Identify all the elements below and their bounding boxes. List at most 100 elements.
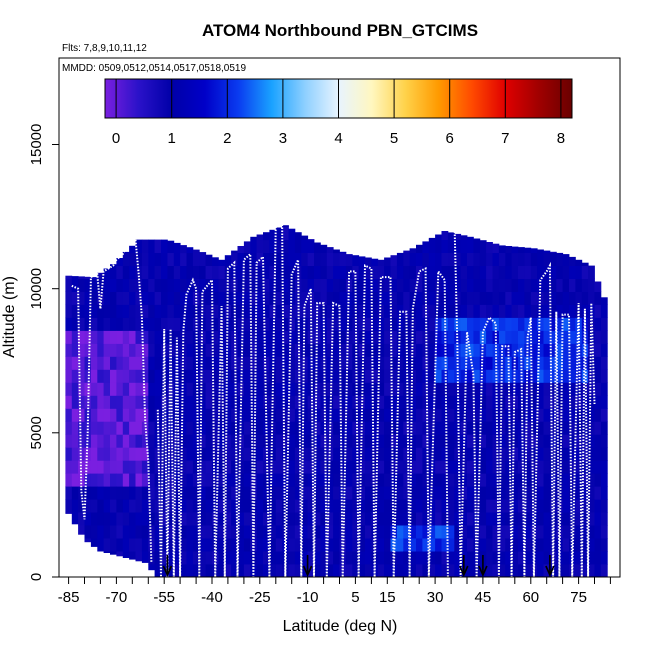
heatmap-cell <box>231 382 238 396</box>
heatmap-cell <box>320 291 328 305</box>
heatmap-cell <box>212 421 219 435</box>
heatmap-cell <box>218 434 226 448</box>
heatmap-cell <box>467 236 474 241</box>
heatmap-cell <box>435 473 442 487</box>
heatmap-cell <box>294 512 302 526</box>
heatmap-cell <box>562 499 570 513</box>
heatmap-cell <box>600 408 608 422</box>
heatmap-cell <box>243 382 251 396</box>
heatmap-cell <box>416 486 423 500</box>
heatmap-cell <box>524 564 532 578</box>
heatmap-cell <box>326 247 334 253</box>
heatmap-cell <box>581 369 589 383</box>
heatmap-cell <box>556 265 564 279</box>
heatmap-cell <box>403 525 411 539</box>
heatmap-cell <box>256 330 264 344</box>
heatmap-cell <box>371 486 379 500</box>
heatmap-cell <box>116 330 124 344</box>
heatmap-cell <box>549 447 557 461</box>
heatmap-cell <box>447 460 455 474</box>
heatmap-cell <box>116 499 124 513</box>
heatmap-cell <box>192 486 200 500</box>
heatmap-cell <box>549 551 557 565</box>
heatmap-cell <box>141 551 149 563</box>
heatmap-cell <box>65 291 73 305</box>
heatmap-cell <box>294 525 302 539</box>
heatmap-cell <box>479 421 487 435</box>
heatmap-cell <box>301 382 309 396</box>
heatmap-cell <box>492 512 500 526</box>
heatmap-cell <box>371 434 379 448</box>
heatmap-cell <box>345 538 353 552</box>
heatmap-cell <box>243 395 251 409</box>
heatmap-cell <box>460 499 468 513</box>
heatmap-cell <box>530 447 538 461</box>
colorbar-tick-label: 0 <box>112 130 120 147</box>
heatmap-cell <box>161 538 168 552</box>
heatmap-cell <box>454 551 462 565</box>
heatmap-cell <box>524 460 532 474</box>
heatmap-cell <box>301 564 309 578</box>
heatmap-cell <box>161 278 168 292</box>
heatmap-cell <box>110 499 117 513</box>
heatmap-cell <box>537 369 544 383</box>
heatmap-cell <box>575 538 583 552</box>
heatmap-cell <box>339 525 347 539</box>
heatmap-cell <box>97 317 105 331</box>
heatmap-cell <box>199 434 207 448</box>
heatmap-cell <box>396 408 404 422</box>
heatmap-cell <box>569 434 576 448</box>
heatmap-cell <box>460 434 468 448</box>
heatmap-cell <box>141 278 149 292</box>
heatmap-cell <box>173 473 181 487</box>
heatmap-cell <box>600 525 608 539</box>
heatmap-cell <box>243 356 251 370</box>
heatmap-cell <box>320 369 328 383</box>
heatmap-cell <box>365 473 372 487</box>
heatmap-cell <box>428 369 436 383</box>
heatmap-cell <box>454 252 462 266</box>
heatmap-cell <box>345 499 353 513</box>
heatmap-cell <box>141 382 149 396</box>
heatmap-cell <box>65 447 73 461</box>
heatmap-cell <box>339 408 347 422</box>
heatmap-cell <box>537 551 544 565</box>
heatmap-cell <box>199 291 207 305</box>
heatmap-cell <box>90 395 98 409</box>
heatmap-cell <box>345 254 353 266</box>
heatmap-cell <box>167 473 175 487</box>
colorbar-tick-label: 6 <box>446 130 454 147</box>
heatmap-cell <box>71 291 79 305</box>
heatmap-cell <box>498 564 506 578</box>
heatmap-cell <box>250 369 258 383</box>
heatmap-cell <box>224 278 232 292</box>
heatmap-cell <box>358 330 366 344</box>
heatmap-cell <box>492 317 500 331</box>
heatmap-cell <box>97 395 105 409</box>
heatmap-cell <box>269 317 277 331</box>
heatmap-cell <box>275 460 283 474</box>
heatmap-cell <box>256 473 264 487</box>
heatmap-cell <box>256 499 264 513</box>
heatmap-cell <box>90 330 98 344</box>
heatmap-cell <box>416 278 423 292</box>
heatmap-cell <box>250 434 258 448</box>
heatmap-cell <box>212 265 219 279</box>
heatmap-cell <box>333 408 340 422</box>
heatmap-cell <box>161 473 168 487</box>
heatmap-cell <box>167 499 175 513</box>
heatmap-cell <box>492 382 500 396</box>
heatmap-cell <box>71 434 79 448</box>
heatmap-cell <box>594 447 602 461</box>
heatmap-cell <box>396 278 404 292</box>
heatmap-cell <box>103 330 111 344</box>
heatmap-cell <box>173 356 181 370</box>
heatmap-cell <box>161 291 168 305</box>
heatmap-cell <box>224 512 232 526</box>
heatmap-cell <box>148 304 156 318</box>
heatmap-cell <box>135 486 143 500</box>
heatmap-cell <box>122 265 130 279</box>
heatmap-cell <box>314 564 321 578</box>
heatmap-cell <box>282 252 289 266</box>
heatmap-cell <box>224 343 232 357</box>
